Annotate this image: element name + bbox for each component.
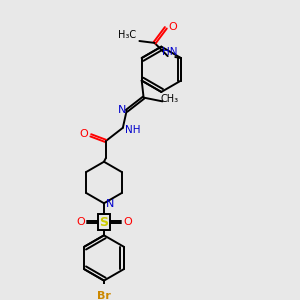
Text: N: N	[106, 199, 114, 209]
Text: O: O	[123, 217, 132, 227]
Text: O: O	[168, 22, 177, 32]
Text: O: O	[76, 217, 85, 227]
Text: Br: Br	[97, 291, 111, 300]
Text: S: S	[100, 216, 109, 229]
Text: CH₃: CH₃	[161, 94, 179, 104]
Text: NH: NH	[124, 125, 140, 135]
Text: O: O	[80, 129, 88, 140]
Text: H₃C: H₃C	[118, 30, 136, 40]
Text: N: N	[118, 105, 126, 115]
Text: HN: HN	[162, 47, 177, 57]
